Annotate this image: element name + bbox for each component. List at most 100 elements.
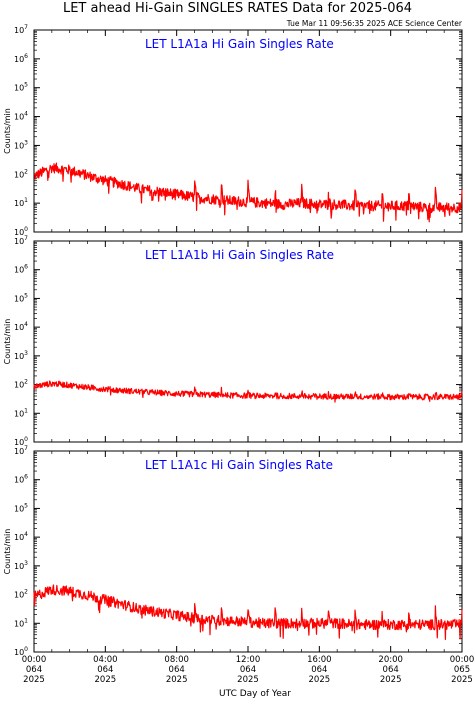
- y-tick-label: 100: [14, 646, 28, 657]
- series-line: [33, 380, 463, 403]
- x-tick-time: 12:00: [236, 655, 261, 665]
- x-tick-time: 20:00: [378, 655, 403, 665]
- y-tick-exp: 1: [24, 617, 28, 624]
- y-tick-label: 105: [14, 82, 28, 93]
- y-tick-exp: 2: [24, 379, 28, 386]
- panel-title: LET L1A1b Hi Gain Singles Rate: [145, 248, 334, 262]
- y-tick-base: 10: [14, 409, 24, 418]
- y-tick-label: 103: [14, 560, 28, 571]
- x-tick-year: 2025: [380, 675, 402, 685]
- y-tick-label: 106: [14, 53, 28, 64]
- y-tick-exp: 4: [24, 111, 28, 118]
- x-tick-day: 064: [26, 665, 42, 675]
- y-tick-base: 10: [14, 266, 24, 275]
- plot-frame: [33, 29, 463, 233]
- series-line: [33, 162, 463, 223]
- y-tick-label: 100: [14, 436, 28, 447]
- x-axis-label: UTC Day of Year: [219, 689, 291, 699]
- y-tick-label: 103: [14, 139, 28, 150]
- y-tick-base: 10: [14, 381, 24, 390]
- y-tick-base: 10: [14, 26, 24, 35]
- x-tick-time: 16:00: [307, 655, 332, 665]
- y-tick-base: 10: [14, 294, 24, 303]
- y-tick-exp: 1: [24, 407, 28, 414]
- timestamp: Tue Mar 11 09:56:35 2025 ACE Science Cen…: [286, 19, 463, 28]
- y-tick-exp: 1: [24, 197, 28, 204]
- y-tick-label: 101: [14, 407, 28, 418]
- y-tick-exp: 3: [24, 139, 28, 146]
- x-axis: 00:00064202504:00064202508:00064202512:0…: [22, 655, 475, 685]
- x-tick-time: 00:00: [22, 655, 47, 665]
- x-tick-day: 065: [454, 665, 470, 675]
- plot-frame: [33, 240, 463, 443]
- y-tick-label: 106: [14, 474, 28, 485]
- y-tick-label: 101: [14, 617, 28, 628]
- y-tick-base: 10: [14, 170, 24, 179]
- y-tick-base: 10: [14, 447, 24, 456]
- y-tick-label: 106: [14, 264, 28, 275]
- y-axis-label: Counts/min: [3, 529, 12, 575]
- x-tick-year: 2025: [95, 675, 117, 685]
- y-tick-base: 10: [14, 84, 24, 93]
- x-tick-day: 064: [169, 665, 185, 675]
- y-tick-exp: 2: [24, 168, 28, 175]
- page-title: LET ahead Hi-Gain SINGLES RATES Data for…: [63, 1, 412, 16]
- y-tick-exp: 4: [24, 531, 28, 538]
- y-tick-exp: 3: [24, 350, 28, 357]
- x-tick-year: 2025: [237, 675, 259, 685]
- y-tick-base: 10: [14, 113, 24, 122]
- x-tick-year: 2025: [451, 675, 473, 685]
- y-tick-exp: 4: [24, 321, 28, 328]
- y-tick-exp: 5: [24, 502, 28, 509]
- y-tick-base: 10: [14, 591, 24, 600]
- series-line: [33, 584, 463, 640]
- y-tick-exp: 2: [24, 589, 28, 596]
- y-tick-label: 104: [14, 321, 28, 332]
- panel-title: LET L1A1c Hi Gain Singles Rate: [145, 458, 333, 472]
- y-tick-label: 104: [14, 111, 28, 122]
- y-tick-exp: 7: [24, 445, 28, 452]
- y-tick-exp: 7: [24, 235, 28, 242]
- y-tick-exp: 6: [24, 264, 28, 271]
- y-tick-label: 103: [14, 350, 28, 361]
- x-tick-year: 2025: [23, 675, 45, 685]
- y-tick-base: 10: [14, 141, 24, 150]
- y-tick-exp: 5: [24, 82, 28, 89]
- y-tick-exp: 0: [24, 646, 28, 653]
- y-tick-base: 10: [14, 237, 24, 246]
- x-tick-day: 064: [97, 665, 113, 675]
- y-tick-base: 10: [14, 504, 24, 513]
- y-tick-label: 107: [14, 235, 28, 246]
- y-tick-base: 10: [14, 55, 24, 64]
- y-tick-exp: 0: [24, 436, 28, 443]
- y-tick-exp: 5: [24, 292, 28, 299]
- panel-title: LET L1A1a Hi Gain Singles Rate: [145, 37, 334, 51]
- y-tick-exp: 0: [24, 226, 28, 233]
- y-axis-label: Counts/min: [3, 108, 12, 154]
- y-axis-label: Counts/min: [3, 319, 12, 365]
- y-tick-base: 10: [14, 533, 24, 542]
- y-tick-label: 102: [14, 379, 28, 390]
- y-tick-base: 10: [14, 199, 24, 208]
- y-tick-label: 104: [14, 531, 28, 542]
- y-tick-label: 102: [14, 168, 28, 179]
- x-tick-time: 08:00: [164, 655, 189, 665]
- y-tick-label: 107: [14, 24, 28, 35]
- x-tick-day: 064: [383, 665, 399, 675]
- x-tick-day: 064: [311, 665, 327, 675]
- y-tick-base: 10: [14, 352, 24, 361]
- y-tick-label: 107: [14, 445, 28, 456]
- y-tick-exp: 6: [24, 474, 28, 481]
- x-tick-time: 04:00: [93, 655, 118, 665]
